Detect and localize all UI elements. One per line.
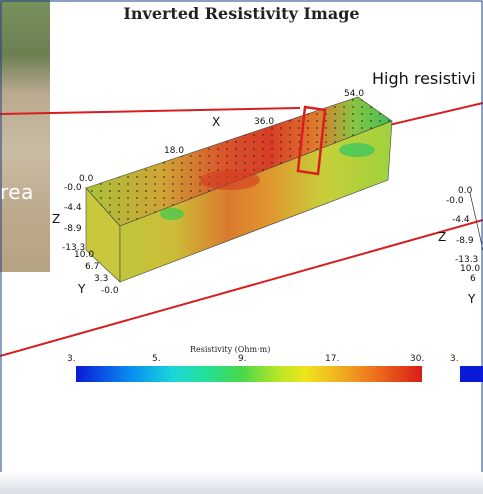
colorbar-tick: 17. — [325, 354, 340, 364]
right-z-tick: -0.0 — [446, 196, 464, 206]
right-z-tick: -8.9 — [456, 236, 474, 246]
electrode-grid — [86, 97, 392, 226]
partial-axis-edge — [469, 192, 483, 251]
resistivity-colorbar — [76, 366, 422, 382]
figure-title: Inverted Resistivity Image — [123, 4, 360, 23]
right-z-tick: -13.3 — [455, 255, 479, 265]
right-y-axis-label: Y — [468, 292, 476, 306]
low-resistivity-patch — [160, 208, 184, 220]
callout-label: High resistivi — [372, 69, 476, 88]
x-tick: 54.0 — [344, 89, 365, 99]
right-z-tick: 0.0 — [458, 186, 473, 196]
colorbar-tick: 3. — [67, 354, 76, 364]
anomaly-highlight-box — [296, 105, 327, 176]
y-tick: 3.3 — [94, 274, 109, 284]
colorbar-tick: 9. — [238, 354, 247, 364]
right-z-axis-label: Z — [438, 230, 447, 244]
x-axis-label: X — [212, 115, 221, 129]
red-guide-line-3 — [0, 219, 483, 357]
z-tick: -4.4 — [64, 203, 82, 213]
right-y-tick: 10.0 — [460, 264, 481, 274]
y-axis-label: Y — [78, 282, 86, 296]
red-guide-line-1 — [0, 107, 301, 115]
right-y-tick: 6 — [470, 274, 476, 284]
colorbar-tick: 5. — [152, 354, 161, 364]
block-front-face — [119, 120, 393, 283]
high-resistivity-patch — [200, 170, 260, 190]
site-photo: rea — [0, 0, 50, 272]
resistivity-colorbar-partial — [460, 366, 483, 382]
z-tick: -8.9 — [64, 224, 82, 234]
photo-caption: rea — [0, 180, 34, 204]
y-tick: 10.0 — [74, 250, 95, 260]
colorbar-tick: 30. — [410, 354, 425, 364]
z-tick: 0.0 — [79, 174, 94, 184]
z-axis-label: Z — [52, 212, 61, 226]
right-z-tick: -4.4 — [452, 215, 470, 225]
y-tick: 6.7 — [85, 262, 100, 272]
x-tick: 36.0 — [254, 117, 275, 127]
colorbar-tick-right: 3. — [450, 354, 459, 364]
x-tick: 18.0 — [164, 146, 185, 156]
low-resistivity-patch — [339, 143, 375, 157]
z-tick: -13.3 — [62, 243, 86, 253]
colorbar-title: Resistivity (Ohm·m) — [190, 345, 271, 354]
y-tick: -0.0 — [101, 286, 119, 296]
z-tick: -0.0 — [64, 183, 82, 193]
